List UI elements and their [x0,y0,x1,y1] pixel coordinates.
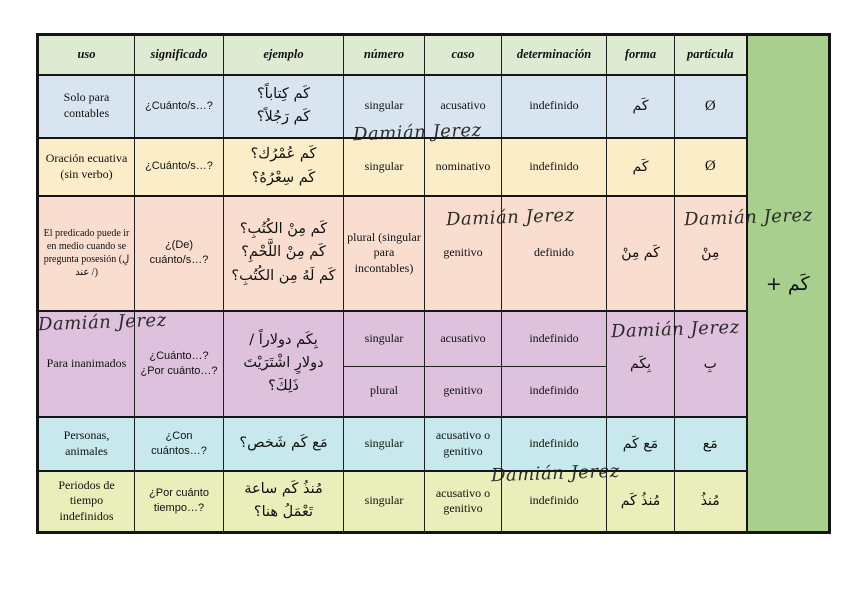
cell-r6-caso: acusativo o genitivo [424,469,502,533]
row-posesion: El predicado puede ir en medio cuando se… [37,194,830,311]
cell-r5-numero: singular [343,415,425,471]
cell-r5-significado: ¿Con cuántos…? [134,415,224,471]
cell-r2-numero: singular [343,136,425,196]
header-caso: caso [424,33,502,75]
cell-r3-significado: ¿(De) cuánto/s…? [134,194,224,311]
cell-r4-forma: بِكَم [606,309,675,417]
cell-r1-caso: acusativo [424,73,502,138]
cell-r3-particula: مِنْ [674,194,747,311]
cell-r4b-numero: plural [343,366,425,417]
cell-r1-ejemplo: كَم كِتاباً؟ كَم رَجُلاً؟ [223,73,344,138]
header-row: uso significado ejemplo número caso dete… [37,33,830,533]
header-determinacion: determinación [501,33,607,75]
cell-r1-determinacion: indefinido [501,73,607,138]
cell-r2-significado: ¿Cuánto/s…? [134,136,224,196]
cell-r3-caso: genitivo [424,194,502,311]
cell-r2-forma: كَم [606,136,675,196]
cell-r3-numero: plural (singular para incontables) [343,194,425,311]
cell-r4b-caso: genitivo [424,366,502,417]
header-numero: número [343,33,425,75]
cell-r6-particula: مُنذُ [674,469,747,533]
cell-r5-caso: acusativo o genitivo [424,415,502,471]
cell-r2-uso: Oración ecuativa (sin verbo) [37,136,135,196]
cell-r4-numero: singular [343,309,425,367]
cell-r6-forma: مُنذُ كَم [606,469,675,533]
row-inanimados-singular: Para inanimados ¿Cuánto…? ¿Por cuánto…? … [37,309,830,417]
header-uso: uso [37,33,135,75]
cell-r6-numero: singular [343,469,425,533]
cell-r3-ejemplo: كَم مِنْ الكُتُبِ؟ كَم مِنْ اللَّحْمِ؟ ك… [223,194,344,311]
cell-r1-particula: Ø [674,73,747,138]
cell-r3-uso: El predicado puede ir en medio cuando se… [37,194,135,311]
cell-r4-particula: بِ [674,309,747,417]
cell-r6-significado: ¿Por cuánto tiempo…? [134,469,224,533]
cell-r5-ejemplo: مَع كَم شَخص؟ [223,415,344,471]
cell-r2-ejemplo: كَم عُمْرُك؟ كَم سِعْرُهُ؟ [223,136,344,196]
cell-r5-uso: Personas, animales [37,415,135,471]
cell-r2-determinacion: indefinido [501,136,607,196]
cell-r2-caso: nominativo [424,136,502,196]
cell-r4-caso: acusativo [424,309,502,367]
cell-r1-significado: ¿Cuánto/s…? [134,73,224,138]
cell-r3-determinacion: definido [501,194,607,311]
header-significado: significado [134,33,224,75]
cell-r4b-determinacion: indefinido [501,366,607,417]
row-ecuativa: Oración ecuativa (sin verbo) ¿Cuánto/s…?… [37,136,830,196]
cell-r4-determinacion: indefinido [501,309,607,367]
cell-r6-determinacion: indefinido [501,469,607,533]
cell-r5-forma: مَع كَم [606,415,675,471]
cell-r1-forma: كَم [606,73,675,138]
kam-plus-side-cell: كَم + [745,33,830,533]
cell-r4-uso: Para inanimados [37,309,135,417]
cell-r4-significado: ¿Cuánto…? ¿Por cuánto…? [134,309,224,417]
cell-r5-determinacion: indefinido [501,415,607,471]
header-forma: forma [606,33,675,75]
cell-r6-uso: Periodos de tiempo indefinidos [37,469,135,533]
header-ejemplo: ejemplo [223,33,344,75]
cell-r6-ejemplo: مُنذُ كَم ساعة تَعْمَلُ هنا؟ [223,469,344,533]
kam-grammar-table: uso significado ejemplo número caso dete… [36,33,831,534]
cell-r3-forma: كَم مِنْ [606,194,675,311]
cell-r4-ejemplo: بِكَم دولاراً / دولارٍ اشْتَرَيْتَ ذَلِك… [223,309,344,417]
header-particula: partícula [674,33,747,75]
cell-r1-numero: singular [343,73,425,138]
cell-r1-uso: Solo para contables [37,73,135,138]
cell-r2-particula: Ø [674,136,747,196]
row-personas: Personas, animales ¿Con cuántos…? مَع كَ… [37,415,830,471]
cell-r5-particula: مَع [674,415,747,471]
row-contables: Solo para contables ¿Cuánto/s…? كَم كِتا… [37,73,830,138]
row-inanimados-plural: plural genitivo indefinido [38,366,830,417]
row-periodos: Periodos de tiempo indefinidos ¿Por cuán… [37,469,830,533]
